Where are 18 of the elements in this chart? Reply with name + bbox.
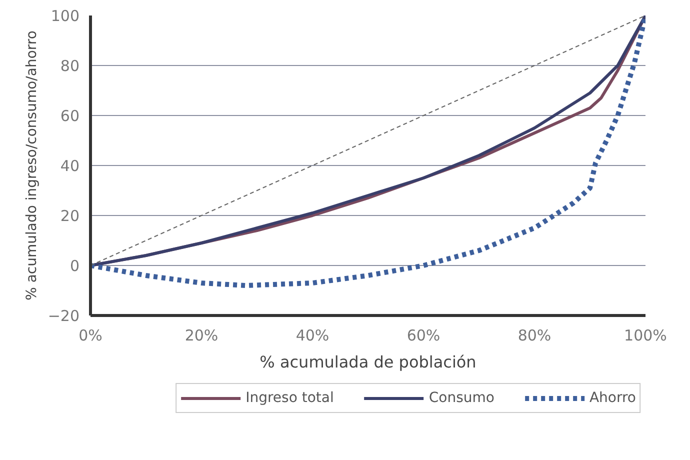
y-tick-label: −20: [48, 307, 80, 325]
x-tick-label: 40%: [296, 326, 330, 344]
y-axis-title: % acumulado ingreso/consumo/ahorro: [24, 30, 40, 300]
y-tick-label: 40: [60, 157, 80, 175]
x-tick-label: 60%: [406, 326, 440, 344]
legend-label: Consumo: [428, 390, 494, 406]
y-tick-label: 100: [50, 7, 80, 25]
y-tick-label: 80: [60, 57, 80, 75]
x-tick-label: 20%: [184, 326, 218, 344]
legend-label: Ingreso total: [246, 390, 334, 406]
x-tick-label: 100%: [624, 326, 667, 344]
x-tick-label: 0%: [78, 326, 102, 344]
legend-label: Ahorro: [589, 390, 636, 406]
y-tick-label: 0: [70, 257, 80, 275]
x-axis-title: % acumulada de población: [260, 352, 476, 372]
y-tick-label: 20: [60, 207, 80, 225]
x-tick-label: 80%: [518, 326, 552, 344]
y-tick-label: 60: [60, 107, 80, 125]
